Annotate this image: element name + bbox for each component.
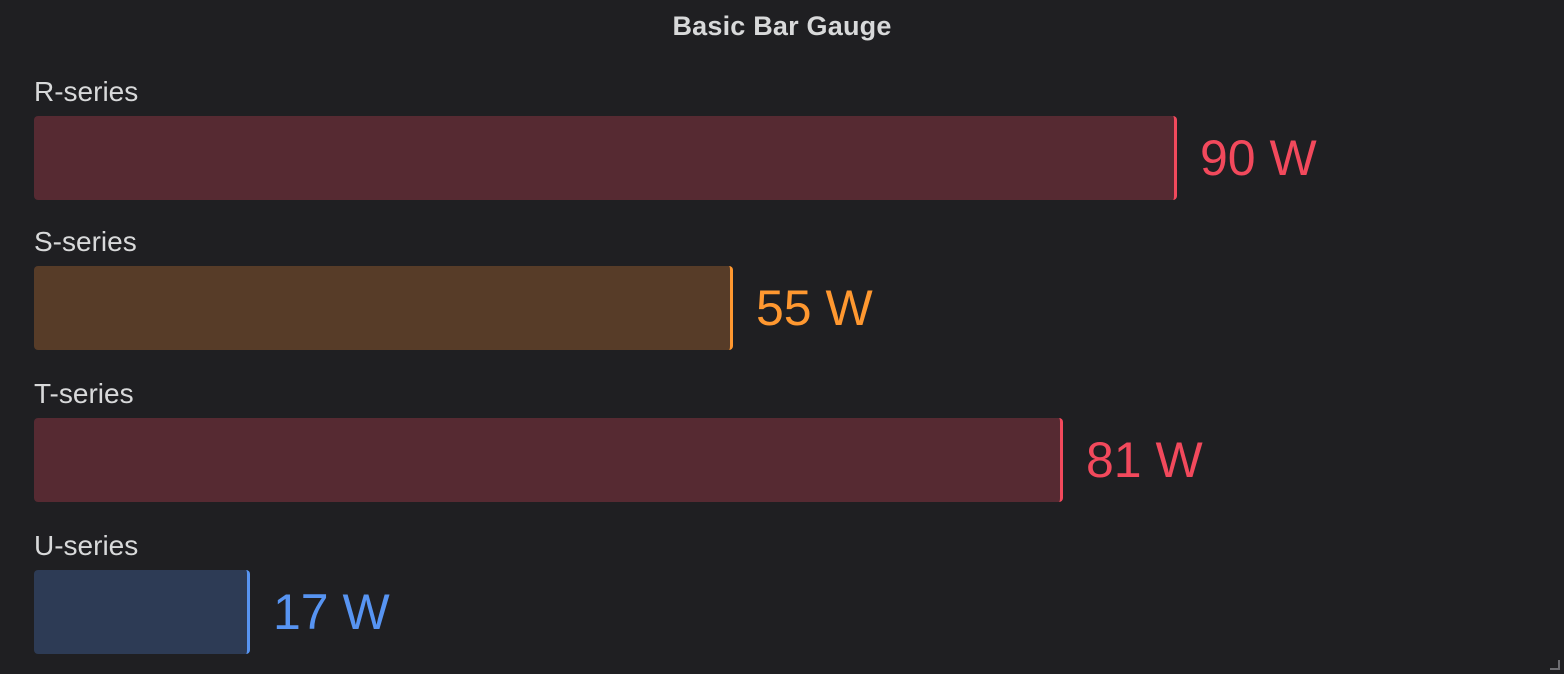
bar-gauge-label: T-series [34, 378, 134, 409]
bar-gauge-track: 17 W [34, 570, 1534, 654]
bar-gauge-track: 90 W [34, 116, 1534, 200]
resize-handle-icon[interactable] [1550, 660, 1560, 670]
panel-title[interactable]: Basic Bar Gauge [672, 11, 892, 41]
bar-gauge-track: 81 W [34, 418, 1534, 502]
bar-gauge-value: 81 W [1086, 432, 1203, 488]
bar-gauge-row: U-series 17 W [34, 530, 1534, 670]
bar-gauge-row: T-series 81 W [34, 378, 1534, 518]
bar-gauge-label: U-series [34, 530, 139, 561]
bar-gauge-bar [34, 418, 1063, 502]
bar-gauge-bar [34, 570, 250, 654]
bar-gauge-row: S-series 55 W [34, 226, 1534, 366]
bar-gauge-value: 90 W [1200, 130, 1317, 186]
bar-gauge-value: 55 W [756, 280, 873, 336]
bar-gauge-row: R-series 90 W [34, 76, 1534, 216]
bar-gauge-value: 17 W [273, 584, 390, 640]
bar-gauge-track: 55 W [34, 266, 1534, 350]
bar-gauge-bar [34, 116, 1177, 200]
bar-gauge-label: R-series [34, 76, 139, 107]
bar-gauge-bar [34, 266, 733, 350]
bar-gauge-label: S-series [34, 226, 137, 257]
